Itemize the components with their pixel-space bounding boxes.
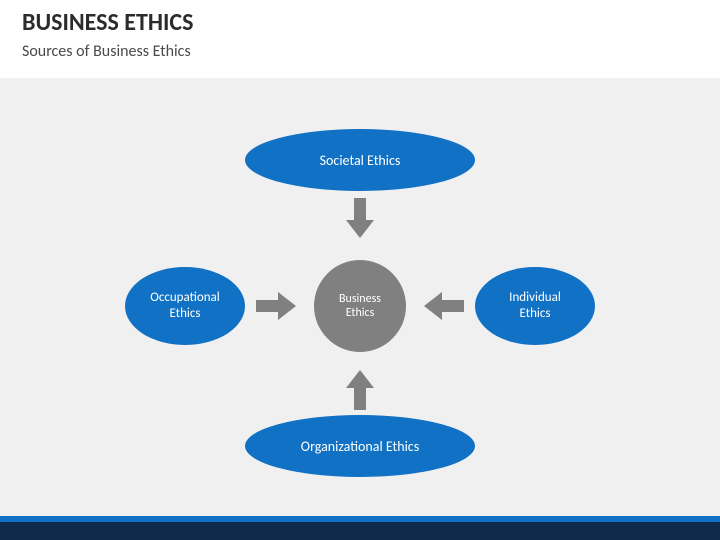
diagram-canvas: Societal Ethics Organizational Ethics Oc… (0, 78, 720, 516)
arrow-left-icon (424, 292, 464, 320)
node-individual-ethics: Individual Ethics (475, 267, 595, 345)
node-label: Societal Ethics (320, 152, 401, 169)
node-organizational-ethics: Organizational Ethics (245, 415, 475, 477)
slide: BUSINESS ETHICS Sources of Business Ethi… (0, 0, 720, 540)
node-label: Organizational Ethics (301, 438, 419, 455)
footer-bar (0, 522, 720, 540)
arrow-right-icon (256, 292, 296, 320)
node-label: Occupational Ethics (150, 290, 220, 321)
node-label: Individual Ethics (509, 290, 561, 321)
arrow-down-icon (346, 198, 374, 238)
arrow-up-icon (346, 370, 374, 410)
slide-title: BUSINESS ETHICS (22, 8, 193, 37)
node-center-business-ethics: Business Ethics (314, 260, 406, 352)
node-occupational-ethics: Occupational Ethics (125, 267, 245, 345)
node-societal-ethics: Societal Ethics (245, 129, 475, 191)
title-bar: BUSINESS ETHICS Sources of Business Ethi… (0, 0, 720, 78)
slide-subtitle: Sources of Business Ethics (22, 42, 191, 61)
node-label: Business Ethics (339, 292, 381, 321)
